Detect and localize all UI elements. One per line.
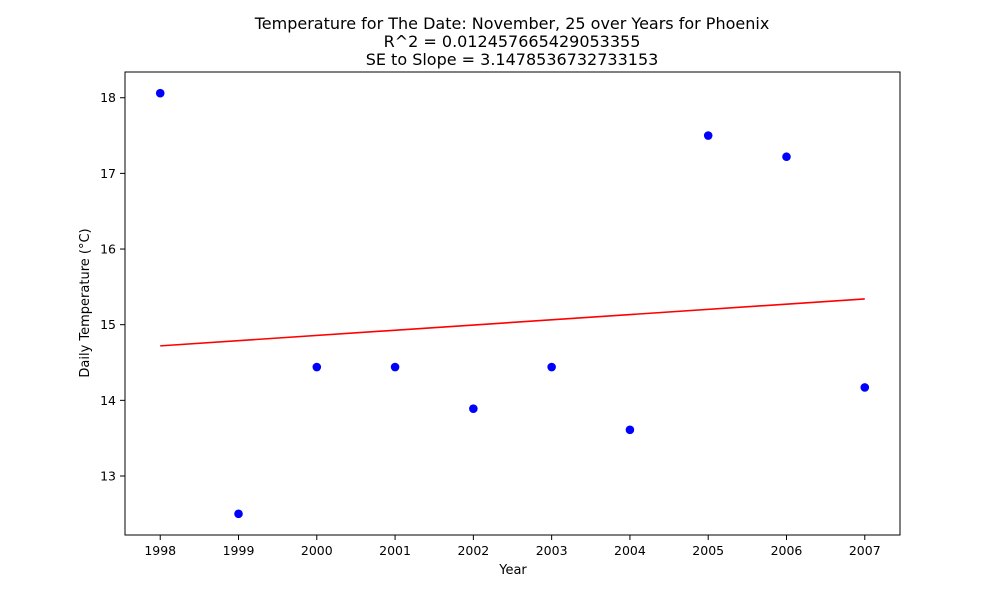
x-axis-label: Year <box>498 563 527 578</box>
x-tick-label: 1999 <box>223 543 255 558</box>
data-point <box>312 362 322 372</box>
y-tick-label: 16 <box>100 242 116 257</box>
x-tick-label: 2001 <box>379 543 411 558</box>
x-tick-label: 2004 <box>614 543 646 558</box>
data-point <box>234 509 243 519</box>
y-axis-label: Daily Temperature (°C) <box>78 228 93 377</box>
data-point <box>703 131 713 140</box>
data-point <box>469 404 478 413</box>
data-point <box>782 152 791 162</box>
data-point <box>155 88 165 98</box>
title-line-3: SE to Slope = 3.1478536732733153 <box>366 50 659 69</box>
trendline <box>160 298 865 347</box>
y-tick-label: 14 <box>100 393 116 408</box>
y-tick-label: 17 <box>100 166 116 181</box>
x-tick-label: 2006 <box>771 543 803 558</box>
plot-frame <box>124 71 901 536</box>
data-point <box>390 362 400 372</box>
x-tick-label: 2007 <box>849 543 881 558</box>
data-marks <box>155 88 870 519</box>
y-tick-label: 18 <box>100 90 116 105</box>
plot-area <box>124 71 901 536</box>
x-tick-label: 1998 <box>144 543 176 558</box>
chart-title: Temperature for The Date: November, 25 o… <box>254 14 770 69</box>
x-tick-label: 2002 <box>457 543 489 558</box>
y-tick-label: 13 <box>100 468 116 483</box>
data-point <box>547 362 556 372</box>
y-axis-ticks: 13 14 15 16 17 18 <box>100 90 125 483</box>
x-tick-label: 2005 <box>692 543 724 558</box>
y-tick-label: 15 <box>100 317 116 332</box>
data-point <box>860 383 870 392</box>
x-tick-label: 2003 <box>536 543 568 558</box>
x-axis-ticks: 1998 1999 2000 2001 2002 2003 2004 2005 2006 2007 <box>144 535 881 558</box>
title-line-1: Temperature for The Date: November, 25 o… <box>254 14 770 33</box>
x-tick-label: 2000 <box>301 543 333 558</box>
title-line-2: R^2 = 0.012457665429053355 <box>384 32 641 51</box>
data-point <box>625 425 635 435</box>
